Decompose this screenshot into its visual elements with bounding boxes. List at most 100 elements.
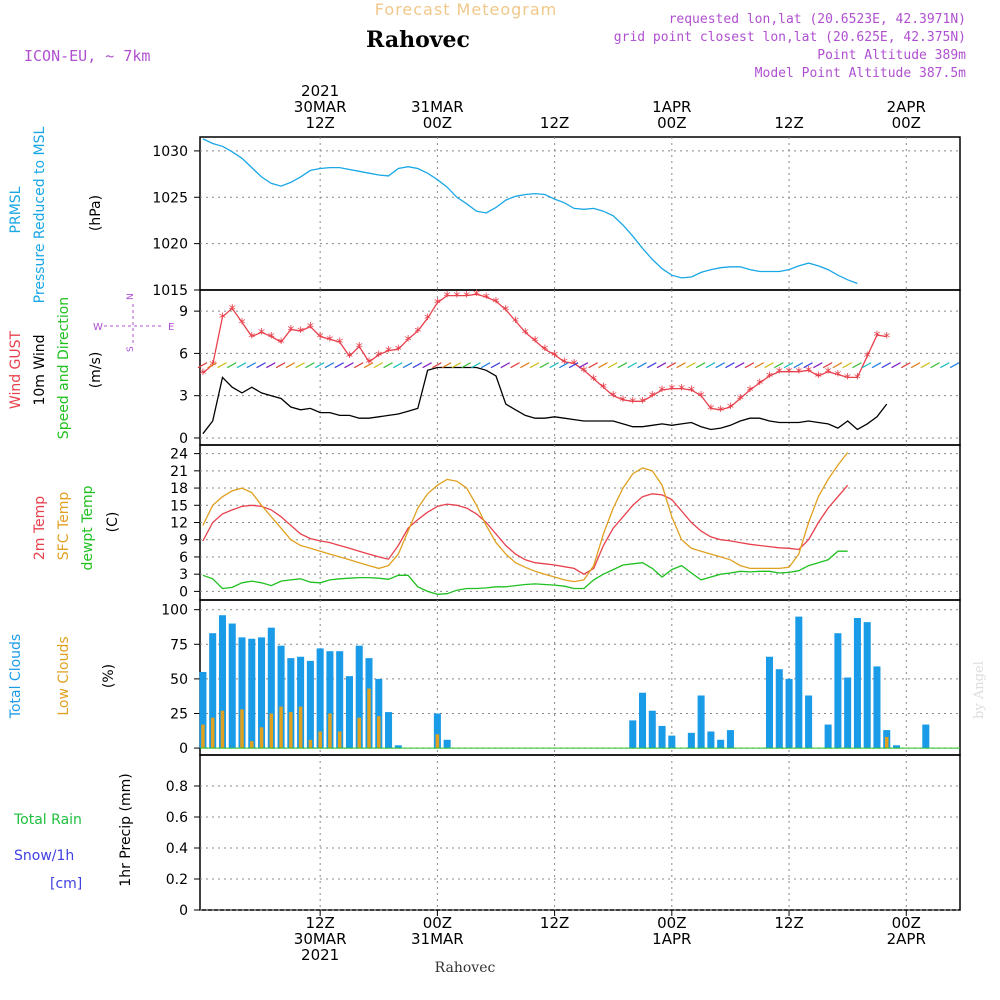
total-clouds-bar (306, 660, 314, 749)
wind-gust-line-point: * (805, 364, 812, 380)
total-clouds-bar (228, 623, 236, 749)
wind-arrow (891, 362, 901, 369)
wind-arrow (520, 362, 530, 369)
wind-gust-line-point: * (444, 290, 451, 306)
wind-arrow (793, 362, 804, 369)
precip-unit-label: 1hr Precip (mm) (118, 773, 134, 886)
wind-arrow (813, 362, 823, 369)
total-clouds-label: Total Clouds (8, 634, 24, 719)
total-clouds-bar (248, 638, 256, 749)
wind-gust-line-point: * (678, 383, 685, 399)
y-tick-label: 0.6 (166, 810, 188, 826)
wind-arrow (920, 362, 931, 369)
wind-arrow (256, 362, 266, 369)
watermark: by Angel (972, 661, 987, 719)
y-tick-label: 0.4 (166, 841, 188, 857)
wind-gust-line-point: * (317, 331, 324, 347)
wind-arrow (822, 362, 833, 369)
wind-gust-line-point: * (561, 356, 568, 372)
y-tick-label: 1020 (152, 237, 188, 253)
wind-gust-line-point: * (756, 377, 763, 393)
prmsl-line (202, 138, 858, 285)
wind-arrow (305, 362, 315, 369)
low-clouds-bar (884, 737, 889, 749)
low-clouds-bar (259, 727, 264, 749)
wind-unit-label: (m/s) (88, 352, 104, 389)
top-time-label: 12Z (305, 114, 334, 132)
wind-arrow (900, 362, 911, 369)
bottom-time-label: 12Z (774, 914, 803, 932)
wind-arrow (871, 362, 882, 369)
total-clouds-bar (697, 695, 705, 749)
wind-arrow (236, 362, 247, 369)
wind-gust-line-point: * (854, 371, 861, 387)
y-tick-label: 1025 (152, 190, 188, 206)
total-clouds-bar (844, 677, 852, 749)
wind-gust-line-point: * (239, 316, 246, 332)
top-time-label: 1APR (652, 98, 691, 116)
y-tick-label: 9 (179, 533, 188, 549)
wind-gust-line-point: * (434, 297, 441, 313)
wind-arrow (832, 362, 843, 369)
total-clouds-bar (639, 692, 647, 749)
total-clouds-bar (892, 745, 901, 749)
wind-dir-label: Speed and Direction (56, 297, 72, 439)
wind-arrow (480, 362, 491, 369)
bottom-time-label: 2021 (301, 946, 339, 964)
wind-arrow (686, 362, 696, 369)
top-time-label: 2APR (887, 98, 926, 116)
wind-arrow (578, 362, 589, 369)
wind-gust-label: Wind GUST (8, 330, 24, 409)
y-tick-label: 0 (179, 903, 188, 919)
temp-2m-label: 2m Temp (32, 496, 48, 560)
wind-gust-line-point: * (365, 356, 372, 372)
wind-arrow (539, 362, 550, 369)
wind-gust-line-point: * (600, 381, 607, 397)
wind-arrow (656, 362, 667, 369)
wind-arrow (441, 362, 452, 369)
compass-s: S (126, 346, 136, 352)
wind-gust-line-point: * (532, 335, 539, 351)
total-clouds-bar (707, 731, 715, 749)
product-title: Forecast Meteogram (375, 0, 557, 19)
y-tick-label: 75 (170, 637, 188, 653)
total-clouds-bar (726, 730, 734, 749)
wind-gust-line-point: * (199, 367, 206, 383)
total-clouds-bar (658, 725, 666, 749)
wind-arrow (246, 362, 257, 369)
total-clouds-bar (258, 637, 266, 749)
wind-arrow (412, 362, 423, 369)
wind-gust-line-point: * (424, 312, 431, 328)
model-altitude: Model Point Altitude 387.5m (755, 66, 966, 81)
grid-point: grid point closest lon,lat (20.625E, 42.… (614, 30, 966, 45)
total-clouds-bar (775, 669, 783, 749)
sfc-temp-line (202, 452, 849, 583)
wind-arrow (598, 362, 608, 369)
total-clouds-bar (922, 724, 930, 749)
wind-gust-line-point: * (580, 364, 587, 380)
wind-gust-line-point: * (668, 383, 675, 399)
panel-2: 0 3 6 9 (179, 289, 961, 447)
wind-arrow (559, 362, 569, 369)
y-tick-label: 15 (170, 498, 188, 514)
wind-arrow (383, 362, 393, 369)
wind-gust-line-point: * (786, 366, 793, 382)
wind-arrow (861, 362, 872, 369)
wind-arrow (295, 362, 305, 369)
low-clouds-bar (250, 741, 254, 749)
low-clouds-bar (357, 717, 361, 749)
wind-gust-line-point: * (375, 349, 382, 365)
compass-e: E (168, 322, 174, 333)
wind-gust-line-point: * (463, 290, 470, 306)
wind-gust-line-point: * (717, 404, 724, 420)
wind-gust-line-point: * (336, 336, 343, 352)
wind-arrow (529, 362, 540, 369)
panel-frame (199, 136, 961, 291)
point-altitude: Point Altitude 389m (817, 48, 966, 63)
wind-arrow (490, 362, 501, 369)
y-tick-label: 21 (170, 464, 188, 480)
wind-gust-line-point: * (278, 336, 285, 352)
wind-gust-line-point: * (395, 343, 402, 359)
top-time-label: 30MAR (294, 98, 347, 116)
low-clouds-bar (367, 688, 371, 749)
